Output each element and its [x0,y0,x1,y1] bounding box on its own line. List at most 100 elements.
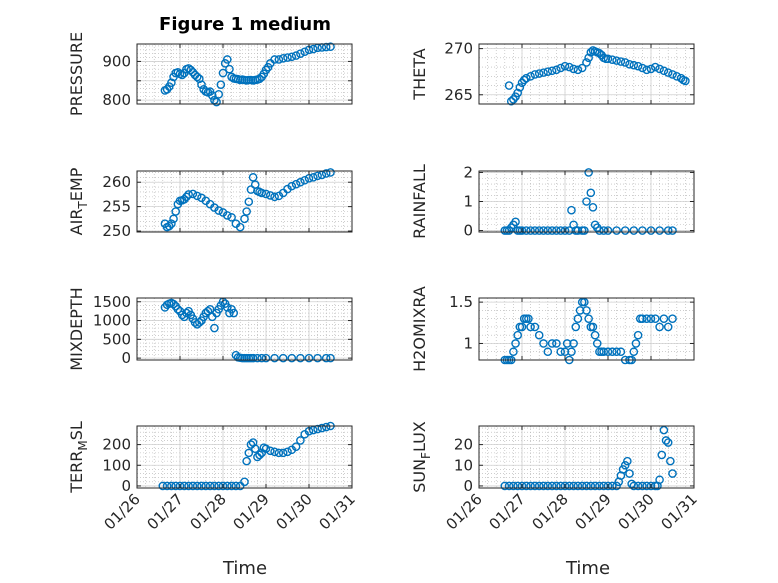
data-point [625,60,634,69]
y-tick-label: 100 [102,456,131,474]
axes-panel-2: 265 270 THETA [410,40,695,106]
data-point [608,55,617,64]
data-point [526,72,535,81]
data-point [515,83,525,92]
data-point [231,481,241,491]
data-point [577,481,587,491]
data-point [167,219,176,228]
data-point [171,481,180,491]
data-point [321,353,331,363]
data-point [291,179,301,189]
data-point [270,55,279,64]
data-point [567,347,576,357]
data-point [595,481,604,491]
data-point [195,318,204,327]
data-point [638,314,647,323]
x-tick-label: 01/31 [658,490,701,533]
data-point [177,70,187,80]
y-tick-label: 0 [463,477,473,495]
data-point [663,438,673,447]
data-point [283,53,292,62]
data-point [188,481,198,491]
data-point [192,191,202,201]
data-point [205,481,215,491]
data-point [638,226,647,235]
y-axis-label-subscript: T [76,201,90,210]
data-point [179,194,189,204]
data-point [216,80,226,89]
y-tick-label: 260 [102,173,131,191]
data-point [522,73,531,83]
data-point [270,353,279,363]
data-point [646,64,656,74]
data-point [608,481,617,491]
data-point [304,353,314,363]
data-point [586,481,596,491]
data-point [278,54,288,63]
data-point [197,80,206,89]
data-point [620,460,630,470]
axes-panel-8: 0 10 20 01/26 01/27 01/28 01/29 01/30 01/31 SUNFL… [410,421,701,533]
y-axis-label: THETA [410,48,429,100]
y-tick-label: 0 [463,222,473,240]
data-point [666,456,675,466]
y-axis-label-main: THETA [410,48,429,100]
data-point [274,55,284,64]
y-axis-label-subscript: F [419,452,433,459]
data-point [326,42,335,52]
y-tick-label: 255 [102,198,131,216]
data-point [522,226,531,235]
data-point [296,436,305,445]
data-point [504,81,514,90]
x-tick-label: 01/26 [101,490,144,533]
data-point [225,64,234,74]
y-axis-label: H2OMIXRA [410,286,429,372]
y-axis-label-rest: EMP [67,167,86,201]
y-tick-label: 1500 [93,293,131,311]
data-point [590,330,600,340]
y-tick-label: 200 [102,436,131,454]
data-point [509,347,518,357]
data-point [659,314,669,323]
plot-area [137,44,352,104]
data-point [575,306,585,315]
data-point [569,481,578,491]
data-point [240,477,249,487]
data-point [188,189,198,199]
data-point [296,49,305,58]
data-point [184,481,193,491]
data-point [218,481,228,491]
data-point [612,226,621,235]
data-point [547,226,557,235]
data-point [599,226,609,235]
data-point [210,323,219,333]
data-point [192,72,202,82]
axes-panel-4: 0 1 2 RAINFALL [410,163,695,240]
data-point [560,61,570,71]
x-tick-label: 01/27 [144,490,187,533]
data-point [167,481,176,491]
data-point [530,322,540,332]
data-point [317,423,327,433]
data-point [222,481,232,491]
y-tick-label: 1 [463,193,473,211]
data-point [222,303,232,312]
data-point [182,308,191,318]
data-point [584,53,593,63]
data-point [203,306,213,316]
data-point [511,217,520,227]
y-axis-label-main: TERR [67,451,86,494]
data-point [257,353,267,363]
data-point [543,226,553,235]
data-point [599,481,609,491]
y-tick-label: 500 [102,330,131,348]
data-point [595,48,604,58]
data-point [164,221,174,231]
data-point [214,90,223,99]
data-point [552,226,561,235]
data-point [668,469,677,478]
data-point [169,299,178,309]
data-point [543,481,553,491]
data-point [657,450,667,460]
data-point [274,448,284,458]
